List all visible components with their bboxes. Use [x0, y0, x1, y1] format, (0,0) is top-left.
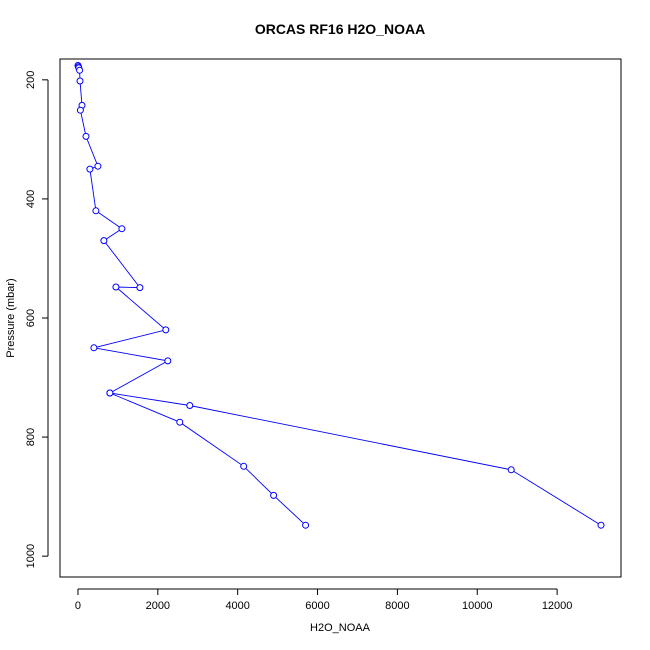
- data-point: [597, 521, 605, 529]
- x-tick-label: 0: [75, 600, 81, 612]
- y-tick-label: 1000: [25, 544, 37, 568]
- x-tick-label: 4000: [225, 600, 249, 612]
- y-axis: 200 400 600 800 1000: [25, 71, 49, 568]
- data-point: [76, 77, 84, 85]
- x-axis-label: H2O_NOAA: [310, 622, 371, 634]
- plot-frame: [59, 58, 622, 578]
- series-line: [77, 65, 602, 526]
- x-axis: 0 2000 4000 6000 8000 10000 12000: [75, 588, 573, 612]
- data-point: [136, 284, 144, 292]
- data-point: [76, 106, 84, 114]
- x-tick-label: 8000: [385, 600, 409, 612]
- series-line: [109, 392, 306, 526]
- y-tick-label: 800: [25, 428, 37, 446]
- x-tick-label: 2000: [146, 600, 170, 612]
- data-point: [176, 418, 184, 426]
- data-point: [302, 521, 310, 529]
- data-point: [100, 237, 108, 245]
- y-tick-label: 400: [25, 190, 37, 208]
- data-point: [270, 491, 278, 499]
- data-point: [82, 132, 90, 140]
- x-tick-label: 10000: [462, 600, 493, 612]
- y-tick-label: 600: [25, 309, 37, 327]
- data-point: [112, 283, 120, 291]
- series-layer: [74, 62, 605, 529]
- data-point: [186, 402, 194, 409]
- data-point: [240, 462, 248, 470]
- data-point: [164, 357, 172, 365]
- data-point: [94, 162, 102, 170]
- data-point: [118, 225, 126, 233]
- data-point: [86, 165, 94, 173]
- y-axis-label: Pressure (mbar): [5, 278, 17, 357]
- data-point: [92, 207, 100, 215]
- data-point: [507, 466, 515, 474]
- x-tick-label: 6000: [305, 600, 329, 612]
- chart-title: ORCAS RF16 H2O_NOAA: [255, 21, 425, 37]
- data-point: [76, 66, 84, 74]
- y-tick-label: 200: [25, 71, 37, 89]
- data-point: [106, 389, 114, 397]
- data-point: [90, 344, 98, 352]
- data-point: [162, 326, 170, 334]
- x-tick-label: 12000: [542, 600, 573, 612]
